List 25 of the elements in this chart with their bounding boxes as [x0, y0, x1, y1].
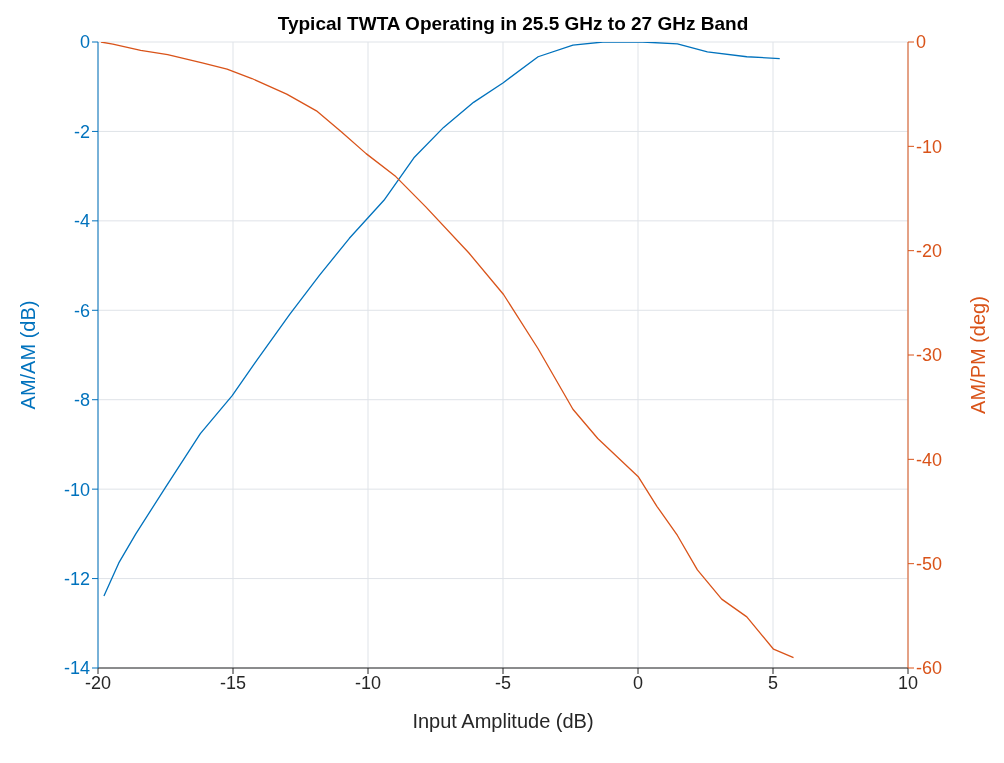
- y2-tick-label: 0: [916, 32, 927, 53]
- y-tick-label: -6: [73, 300, 90, 321]
- y2-tick-label: -40: [916, 449, 943, 470]
- y2-tick-label: -30: [916, 345, 943, 366]
- y-tick-label: -12: [63, 568, 90, 589]
- y-tick-label: 0: [79, 32, 90, 53]
- x-tick-label: 10: [897, 672, 919, 693]
- x-tick-label: 0: [632, 672, 644, 693]
- y2-tick-label: -10: [916, 136, 943, 157]
- x-tick-label: -10: [354, 672, 382, 693]
- y-tick-label: -10: [63, 479, 90, 500]
- y2-tick-label: -50: [916, 554, 943, 575]
- y2-axis-title: AM/PM (deg): [967, 296, 990, 414]
- y-tick-label: -8: [73, 390, 90, 411]
- y-tick-label: -14: [63, 658, 90, 679]
- y-tick-label: -2: [73, 121, 90, 142]
- chart-title: Typical TWTA Operating in 25.5 GHz to 27 GHz Band: [277, 13, 749, 34]
- y2-tick-label: -60: [916, 658, 943, 679]
- x-tick-label: 5: [767, 672, 779, 693]
- y-tick-label: -4: [73, 211, 90, 232]
- y-axis-title: AM/AM (dB): [17, 300, 40, 410]
- x-axis-title: Input Amplitude (dB): [412, 710, 594, 732]
- x-tick-label: -5: [494, 672, 512, 693]
- x-tick-label: -15: [219, 672, 247, 693]
- y2-tick-label: -20: [916, 241, 943, 262]
